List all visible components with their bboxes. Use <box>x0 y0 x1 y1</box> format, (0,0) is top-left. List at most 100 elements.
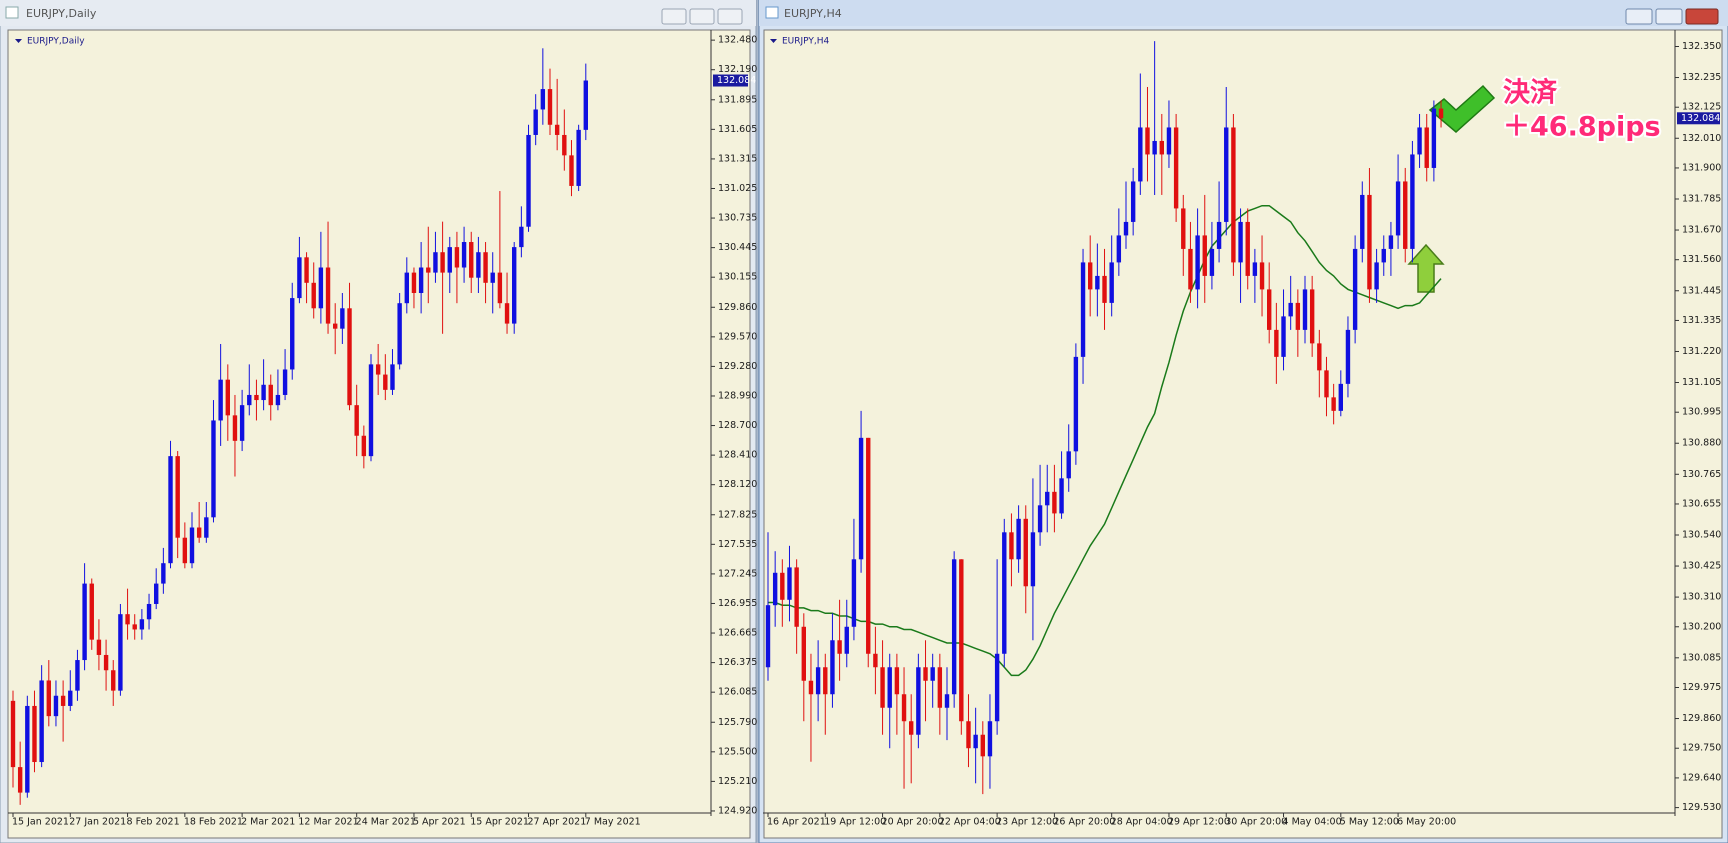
close-button[interactable] <box>717 8 743 25</box>
candle-body <box>1288 302 1293 317</box>
candle-body <box>887 667 892 708</box>
minimize-button[interactable] <box>1625 8 1653 25</box>
candle-body <box>1080 262 1086 357</box>
y-tick-label: 129.975 <box>1682 682 1721 693</box>
candle-body <box>1138 127 1143 182</box>
candle-body <box>1023 518 1028 587</box>
candle-body <box>787 567 792 600</box>
candle-body <box>239 405 245 441</box>
candle-body <box>218 379 223 421</box>
candle-body <box>433 252 438 273</box>
window-icon <box>5 6 19 19</box>
x-tick-label: 15 Jan 2021 <box>12 817 69 828</box>
candle-body <box>454 247 460 268</box>
candle-body <box>1438 108 1444 119</box>
maximize-button[interactable] <box>1655 8 1683 25</box>
candle-body <box>873 653 878 668</box>
candle-body <box>103 654 109 671</box>
x-tick-label: 24 Mar 2021 <box>356 817 416 828</box>
candle-body <box>375 364 381 375</box>
candle-body <box>944 694 950 708</box>
x-tick-label: 26 Apr 20:00 <box>1053 817 1115 828</box>
y-tick-label: 130.880 <box>1682 438 1721 449</box>
candle-body <box>858 437 864 560</box>
y-tick-label: 131.605 <box>718 124 757 135</box>
candle-body <box>161 563 166 584</box>
x-tick-label: 27 Jan 2021 <box>69 817 126 828</box>
candle-body <box>1102 275 1107 303</box>
candle-body <box>1145 127 1150 155</box>
annotation: ＋46.8pips <box>1503 112 1661 143</box>
chart-label: EURJPY,Daily <box>27 37 85 47</box>
title-bar[interactable] <box>759 0 1728 26</box>
moving-average <box>768 204 1442 677</box>
minimize-button[interactable] <box>661 8 687 25</box>
candle-body <box>82 583 87 661</box>
candle-body <box>411 272 417 293</box>
y-tick-label: 131.335 <box>1682 315 1721 326</box>
candle-body <box>383 374 388 390</box>
candle-body <box>139 619 145 630</box>
candle-body <box>937 667 943 708</box>
candle-body <box>254 394 259 401</box>
y-tick-label: 127.245 <box>718 568 757 579</box>
candle-body <box>533 109 538 135</box>
x-tick-label: 29 Apr 12:00 <box>1168 817 1230 828</box>
candle-body <box>1073 356 1079 452</box>
candle-body <box>1317 343 1322 371</box>
candle-body <box>823 667 828 695</box>
candle-body <box>297 257 302 299</box>
close-button[interactable] <box>1685 8 1719 25</box>
candle-body <box>519 226 524 248</box>
candle-body <box>1281 316 1286 357</box>
candle-body <box>1231 127 1236 263</box>
candle-body <box>973 734 978 749</box>
candle-body <box>901 694 907 722</box>
x-tick-label: 15 Apr 2021 <box>470 817 529 828</box>
candle-body <box>1037 505 1043 533</box>
candle-body <box>311 282 316 309</box>
x-tick-label: 4 May 04:00 <box>1283 817 1342 828</box>
candle-body <box>1002 532 1007 654</box>
y-tick-label: 132.480 <box>718 35 757 46</box>
candle-body <box>182 537 188 564</box>
candle-body <box>1009 532 1014 560</box>
candle-body <box>39 680 44 763</box>
x-tick-label: 19 Apr 12:00 <box>824 817 886 828</box>
candle-body <box>75 660 80 691</box>
candle-body <box>189 527 195 564</box>
candle-body <box>1395 181 1401 236</box>
window-icon <box>765 6 779 19</box>
candle-body <box>966 721 971 749</box>
candle-body <box>959 559 964 722</box>
candle-body <box>1295 302 1301 330</box>
candle-body <box>225 379 230 416</box>
x-tick-label: 12 Mar 2021 <box>298 817 358 828</box>
candle-body <box>526 134 531 227</box>
candle-body <box>1352 248 1358 330</box>
candle-body <box>1188 248 1193 290</box>
y-tick-label: 125.500 <box>718 746 757 757</box>
candle-body <box>476 252 481 278</box>
y-tick-label: 125.210 <box>718 776 757 787</box>
title-bar[interactable] <box>0 0 756 26</box>
candle-body <box>1245 221 1250 276</box>
y-tick-label: 125.790 <box>718 717 757 728</box>
y-tick-label: 130.200 <box>1682 621 1721 632</box>
x-tick-label: 27 Apr 2021 <box>528 817 587 828</box>
candle-body <box>53 695 59 717</box>
current-price-box <box>1677 112 1720 125</box>
candle-body <box>418 267 424 293</box>
y-tick-label: 130.735 <box>718 213 757 224</box>
candle-body <box>361 435 367 457</box>
candle-body <box>10 700 16 768</box>
candle-body <box>25 705 30 793</box>
y-tick-label: 130.655 <box>1682 498 1721 509</box>
y-tick-label: 127.535 <box>718 539 757 550</box>
candle-body <box>801 626 806 681</box>
candle-body <box>318 267 324 309</box>
maximize-button[interactable] <box>689 8 715 25</box>
candle-body <box>987 721 993 757</box>
